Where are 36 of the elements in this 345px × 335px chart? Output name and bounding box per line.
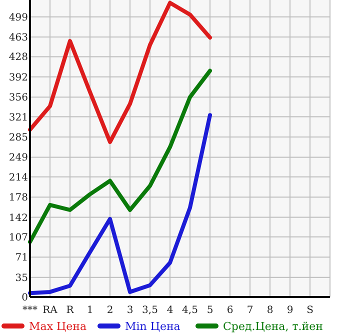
x-tick-label: 9: [286, 305, 294, 316]
x-tick-label: 5: [206, 305, 214, 316]
y-tick-label: 392: [8, 72, 28, 84]
y-tick-label: 142: [8, 212, 28, 224]
legend-label: Min Цена: [125, 320, 181, 333]
x-tick-label: 3: [126, 305, 134, 316]
y-tick-label: 321: [8, 112, 28, 124]
x-tick-label: ***: [22, 305, 38, 316]
x-tick-label: 4: [166, 305, 174, 316]
x-tick-label: R: [66, 305, 74, 316]
x-tick-label: 7: [246, 305, 254, 316]
x-tick-label: RA: [42, 305, 58, 316]
legend-label: Сред.Цена, т.йен: [223, 320, 323, 333]
x-tick-label: 1: [86, 305, 94, 316]
x-tick-label: 8: [266, 305, 274, 316]
line-series: [28, 68, 212, 244]
x-tick-label: 4,5: [182, 305, 198, 316]
y-tick-label: 178: [8, 192, 28, 204]
x-tick-label: 2: [106, 305, 114, 316]
line-series: [28, 0, 212, 144]
y-tick-label: 285: [8, 132, 28, 144]
y-tick-label: 107: [8, 232, 28, 244]
y-tick-label: 499: [8, 12, 28, 24]
y-tick-label: 71: [15, 252, 28, 264]
y-tick-label: 463: [8, 32, 28, 44]
y-tick-label: 428: [8, 52, 28, 64]
legend-label: Max Цена: [29, 320, 87, 333]
y-tick-label: 249: [8, 152, 28, 164]
y-tick-label: 35: [15, 272, 28, 284]
y-tick-label: 356: [8, 92, 28, 104]
y-tick-label: 0: [22, 292, 28, 304]
x-tick-label: 3,5: [142, 305, 158, 316]
y-tick-label: 214: [8, 172, 28, 184]
x-tick-label: S: [306, 305, 314, 316]
x-tick-label: 6: [226, 305, 234, 316]
line-series: [28, 113, 212, 296]
